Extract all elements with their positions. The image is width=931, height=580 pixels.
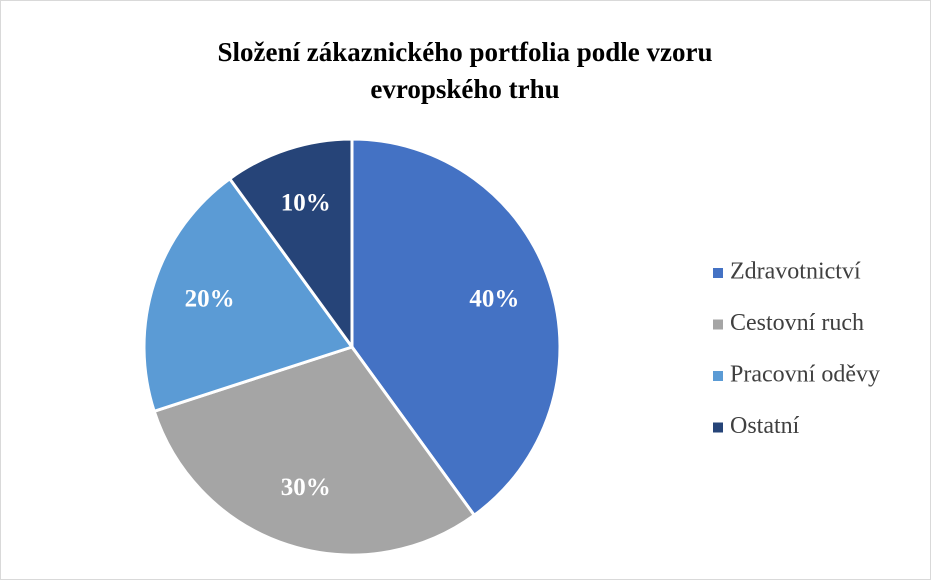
legend-marker: [713, 268, 723, 278]
legend-marker: [713, 422, 723, 433]
data-label: 10%: [281, 189, 331, 216]
chart-title: Složení zákaznického portfolia podle vzo…: [217, 37, 713, 104]
legend-label: Cestovní ruch: [730, 310, 864, 336]
pie-slice: [227, 137, 354, 352]
data-label: 20%: [185, 285, 235, 312]
legend-marker: [713, 319, 723, 330]
pie-slice: [142, 176, 355, 414]
legend-label: Pracovní oděvy: [730, 362, 880, 388]
data-label: 40%: [469, 285, 519, 312]
pie-slice: [350, 137, 562, 518]
legend-label: Ostatní: [730, 413, 800, 439]
legend-label: Zdravotnictví: [730, 259, 861, 285]
legend-marker: [713, 371, 723, 381]
pie-slice: [152, 345, 477, 557]
data-label: 30%: [281, 474, 331, 501]
